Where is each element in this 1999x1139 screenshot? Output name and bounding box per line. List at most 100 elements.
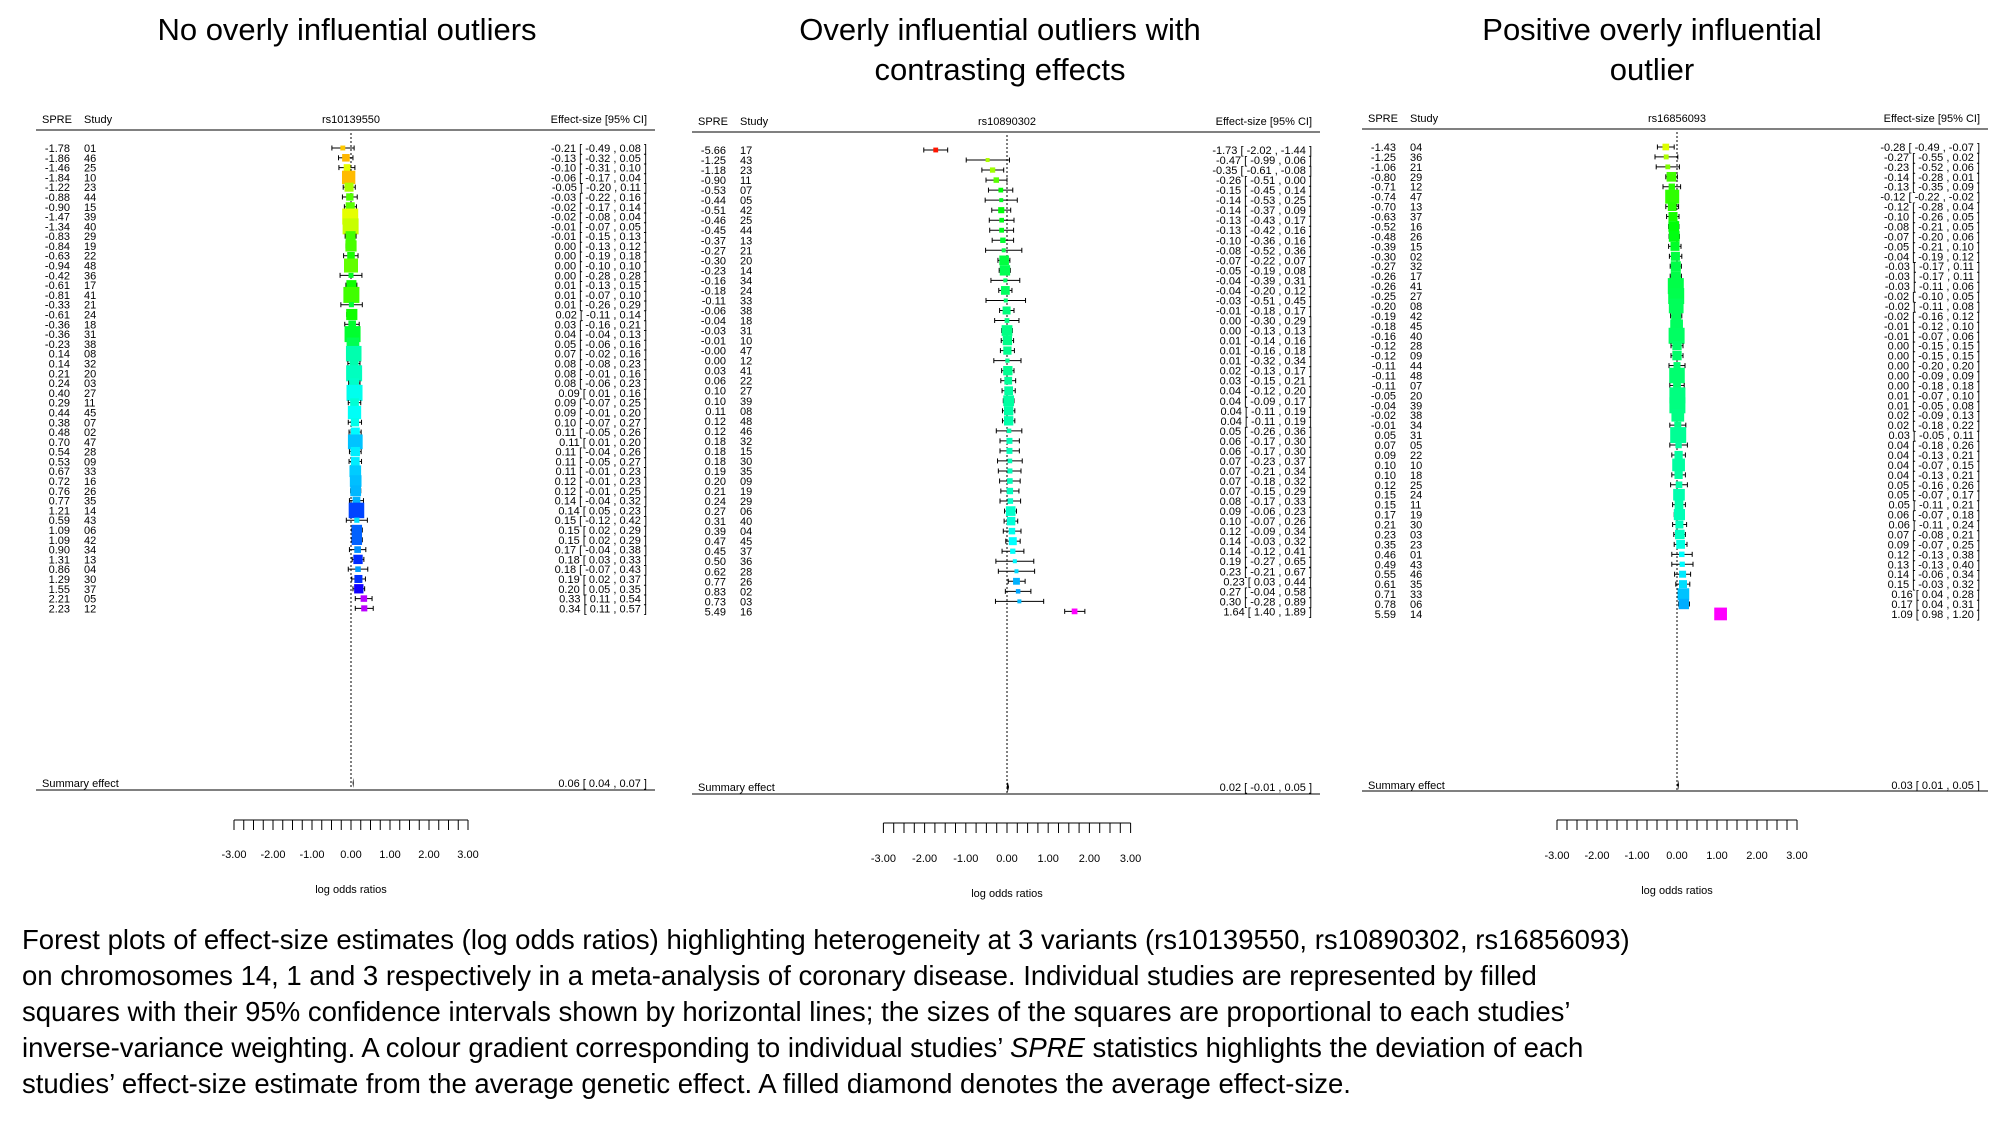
effect-ci-text: 0.06 [ -0.11 , 0.24 ] [1888,520,1980,532]
study-id: 13 [740,235,752,247]
spre-value: 0.12 [1375,480,1396,492]
spre-value: 0.72 [49,476,70,488]
study-square [1714,607,1727,621]
study-square [343,164,351,172]
effect-ci-text: 0.03 [ -0.05 , 0.11 ] [1888,430,1980,442]
study-square [346,280,357,291]
spre-value: 0.18 [705,446,726,458]
x-tick-label: 1.00 [1706,850,1727,862]
study-square [1004,318,1010,323]
study-id: 19 [1410,510,1422,522]
effect-ci-text: 0.01 [ -0.13 , 0.15 ] [555,280,647,292]
study-id: 44 [1410,361,1422,373]
study-id: 35 [84,496,96,508]
caption-line-1: Forest plots of effect-size estimates (l… [22,924,1630,955]
spre-value: -0.71 [1371,182,1396,194]
study-id: 40 [740,516,752,528]
effect-ci-text: -0.04 [ -0.20 , 0.12 ] [1216,285,1312,297]
study-id: 38 [1410,410,1422,422]
effect-ci-text: -0.10 [ -0.36 , 0.16 ] [1216,235,1312,247]
study-id: 34 [84,545,96,557]
study-id: 05 [740,195,752,207]
x-axis-label: log odds ratios [315,884,387,896]
spre-value: 0.70 [49,437,70,449]
study-id: 16 [1410,221,1422,233]
spre-value: 0.31 [705,516,726,528]
study-square [1007,478,1013,484]
study-square [999,198,1004,203]
study-id: 04 [1410,142,1422,154]
study-id: 33 [1410,589,1422,601]
effect-ci-text: -0.05 [ -0.20 , 0.11 ] [552,182,647,194]
study-square [1673,488,1685,501]
x-tick-label: 0.00 [1666,850,1687,862]
spre-value: 0.03 [705,366,726,378]
study-id: 09 [740,476,752,488]
study-id: 22 [740,376,752,388]
effect-ci-text: -0.12 [ -0.22 , -0.02 ] [1880,192,1980,204]
effect-ci-text: 0.34 [ 0.11 , 0.57 ] [559,603,647,615]
study-id: 31 [740,326,752,338]
effect-ci-text: 0.05 [ -0.07 , 0.17 ] [1888,490,1980,502]
study-id: 38 [740,305,752,317]
study-id: 12 [84,603,96,615]
spre-value: 0.07 [1375,440,1396,452]
spre-value: 1.29 [49,574,70,586]
study-square [1002,335,1013,346]
study-square [347,405,362,420]
study-id: 42 [84,535,96,547]
spre-value: -0.30 [701,255,726,267]
effect-ci-text: 0.00 [ -0.15 , 0.15 ] [1888,341,1980,353]
spre-value: 0.05 [1375,430,1396,442]
caption-line-3: squares with their 95% confidence interv… [22,996,1571,1027]
effect-ci-text: 0.04 [ -0.11 , 0.19 ] [1220,416,1312,428]
study-id: 12 [740,356,752,368]
study-square [1670,241,1680,251]
study-square [346,384,363,401]
study-id: 19 [740,486,752,498]
effect-ci-text: 0.14 [ -0.03 , 0.32 ] [1220,536,1312,548]
study-square [1014,569,1019,574]
effect-ci-text: 0.08 [ -0.08 , 0.23 ] [555,358,647,370]
effect-ci-text: -0.07 [ -0.22 , 0.07 ] [1216,255,1312,267]
effect-ci-text: 0.17 [ 0.04 , 0.31 ] [1891,599,1980,611]
effect-ci-text: -0.27 [ -0.55 , 0.02 ] [1884,152,1980,164]
spre-value: -1.47 [45,212,70,224]
study-id: 27 [84,388,96,400]
study-id: 07 [740,185,752,197]
study-id: 23 [84,182,96,194]
effect-ci-text: 0.05 [ -0.06 , 0.16 ] [555,339,647,351]
col-header-spre: SPRE [1368,113,1398,125]
spre-value: 0.47 [705,536,726,548]
study-square [989,167,996,173]
spre-value: 0.71 [1375,589,1396,601]
study-square [350,398,359,408]
study-square [998,207,1005,214]
effect-ci-text: 0.07 [ -0.18 , 0.32 ] [1220,476,1312,488]
study-id: 36 [84,270,96,282]
study-id: 46 [84,153,96,165]
x-tick-label: 3.00 [1120,853,1141,865]
spre-value: 0.59 [49,515,70,527]
study-id: 01 [1410,549,1422,561]
effect-ci-text: -0.02 [ -0.17 , 0.14 ] [551,202,647,214]
effect-ci-text: 0.01 [ -0.32 , 0.34 ] [1220,356,1312,368]
x-tick-label: -3.00 [1544,850,1569,862]
spre-value: 0.14 [49,358,70,370]
spre-value: -0.52 [1371,221,1396,233]
study-id: 15 [740,446,752,458]
spre-value: -0.74 [1371,192,1396,204]
study-id: 10 [740,336,752,348]
study-id: 44 [84,192,96,204]
study-square [346,193,354,201]
study-square [1670,427,1687,444]
effect-ci-text: 0.23 [ 0.03 , 0.44 ] [1223,576,1312,588]
study-id: 32 [740,436,752,448]
spre-value: 0.21 [705,486,726,498]
spre-value: -1.25 [701,155,726,167]
spre-value: 0.20 [705,476,726,488]
effect-ci-text: 0.33 [ 0.11 , 0.54 ] [559,594,647,606]
spre-value: -0.33 [45,300,70,312]
study-square [354,517,360,523]
study-id: 46 [740,426,752,438]
